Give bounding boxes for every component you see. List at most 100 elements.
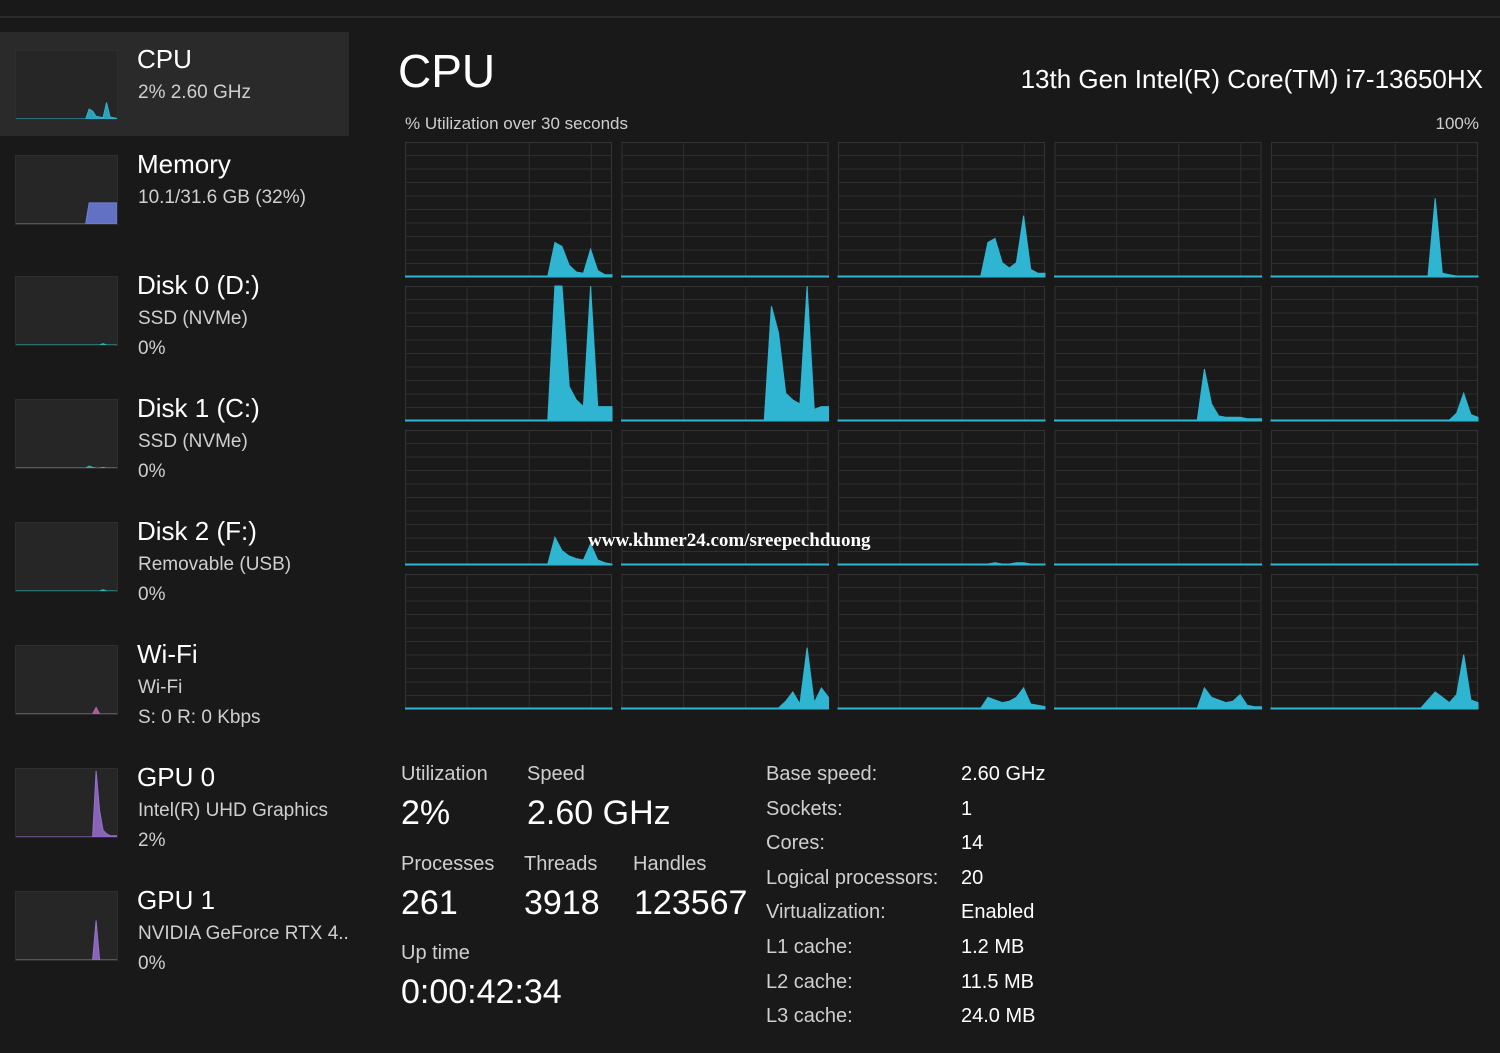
uptime-label: Up time (401, 942, 470, 964)
sidebar-item-detail: 10.1/31.6 GB (32%) (138, 187, 306, 208)
core-graph-12 (837, 430, 1046, 566)
sidebar-item-title: GPU 0 (137, 762, 216, 792)
mini-graph-area (16, 706, 117, 714)
spec-value: 20 (961, 866, 984, 889)
core-utilization-area (837, 562, 1046, 566)
mini-graph (15, 645, 118, 715)
sidebar-item-detail: 0% (138, 953, 166, 974)
core-graph-13 (1054, 430, 1262, 566)
mini-graph-area (16, 202, 117, 224)
core-utilization-area (1054, 275, 1262, 278)
page-title: CPU (398, 45, 496, 97)
core-utilization-area (837, 686, 1046, 710)
core-graph-1 (621, 142, 829, 278)
utilization-value: 2% (401, 794, 451, 832)
core-graph-6 (621, 285, 829, 422)
core-utilization-area (1270, 391, 1479, 422)
mini-graph-area (16, 920, 117, 960)
mini-graph (15, 522, 118, 592)
mini-graph (15, 768, 118, 838)
sidebar-item-disk-0-d[interactable]: Disk 0 (D:) SSD (NVMe) 0% (0, 258, 349, 362)
sidebar-item-detail: S: 0 R: 0 Kbps (138, 707, 261, 728)
mini-graph-area (16, 102, 117, 119)
core-utilization-area (405, 285, 613, 422)
core-utilization-area (621, 647, 829, 710)
sidebar-item-gpu-1[interactable]: GPU 1 NVIDIA GeForce RTX 4.. 0% (0, 873, 349, 977)
core-graph-14 (1270, 430, 1479, 566)
core-utilization-area (621, 285, 829, 422)
per-core-utilization-graphs (405, 142, 1479, 710)
mini-graph-area (16, 589, 117, 591)
mini-graph (15, 155, 118, 225)
core-graph-17 (837, 574, 1046, 710)
sidebar-item-memory[interactable]: Memory 10.1/31.6 GB (32%) (0, 137, 349, 241)
core-graph-2 (837, 142, 1046, 278)
processes-label: Processes (401, 853, 495, 875)
mini-graph (15, 891, 118, 961)
spec-label: Logical processors: (766, 866, 939, 889)
core-graph-4 (1270, 142, 1479, 278)
sidebar-item-detail: Removable (USB) (138, 554, 292, 575)
spec-value: 1.2 MB (961, 936, 1025, 958)
core-utilization-area (837, 215, 1046, 278)
spec-value: 24.0 MB (961, 1005, 1036, 1028)
uptime-value: 0:00:42:34 (401, 973, 562, 1011)
mini-graph (15, 399, 118, 469)
spec-label: L2 cache: (766, 970, 853, 993)
core-utilization-area (1270, 198, 1479, 278)
core-graph-11 (621, 430, 829, 566)
spec-label: L3 cache: (766, 1005, 853, 1028)
sidebar-item-detail: Intel(R) UHD Graphics (138, 800, 329, 821)
mini-graph-area (16, 465, 117, 468)
speed-value: 2.60 GHz (527, 794, 671, 832)
mini-graph-area (16, 343, 117, 345)
core-utilization-area (621, 275, 829, 278)
spec-label: L1 cache: (766, 936, 853, 958)
speed-label: Speed (527, 763, 585, 785)
core-utilization-area (621, 563, 829, 566)
core-utilization-area (405, 707, 613, 710)
sidebar-item-title: Disk 0 (D:) (137, 270, 260, 300)
spec-label: Cores: (766, 832, 825, 855)
core-graph-3 (1054, 142, 1262, 278)
core-utilization-area (1054, 686, 1262, 710)
core-graph-7 (837, 286, 1046, 422)
sidebar-item-title: Disk 1 (C:) (137, 393, 260, 423)
core-graph-10 (405, 430, 613, 566)
spec-value: 14 (961, 832, 984, 855)
core-graph-15 (405, 574, 613, 710)
core-graph-9 (1270, 286, 1479, 422)
sidebar-item-detail: 2% 2.60 GHz (138, 82, 251, 103)
sidebar-item-cpu[interactable]: CPU 2% 2.60 GHz (0, 32, 349, 136)
spec-label: Virtualization: (766, 901, 886, 924)
sidebar-item-detail: Wi-Fi (138, 677, 183, 698)
sidebar-item-wi-fi[interactable]: Wi-Fi Wi-Fi S: 0 R: 0 Kbps (0, 627, 349, 731)
core-utilization-area (1270, 654, 1479, 710)
spec-label: Sockets: (766, 797, 843, 820)
spec-value: 2.60 GHz (961, 763, 1046, 785)
sidebar-item-title: Disk 2 (F:) (137, 516, 257, 546)
core-utilization-area (1054, 563, 1262, 566)
graph-caption: % Utilization over 30 seconds (405, 114, 629, 133)
spec-value: 11.5 MB (961, 970, 1034, 993)
core-graph-19 (1270, 574, 1479, 710)
sidebar-item-title: GPU 1 (137, 885, 216, 915)
spec-value: Enabled (961, 901, 1035, 924)
sidebar-item-detail: 0% (138, 338, 166, 359)
sidebar-item-disk-2-f[interactable]: Disk 2 (F:) Removable (USB) 0% (0, 504, 349, 608)
mini-graph (15, 276, 118, 346)
sidebar-item-gpu-0[interactable]: GPU 0 Intel(R) UHD Graphics 2% (0, 750, 349, 854)
core-graph-5 (405, 285, 613, 422)
core-utilization-area (1270, 563, 1479, 566)
utilization-label: Utilization (401, 763, 488, 785)
core-utilization-area (837, 419, 1046, 422)
core-graph-16 (621, 574, 829, 710)
core-utilization-area (405, 241, 613, 278)
sidebar-item-disk-1-c[interactable]: Disk 1 (C:) SSD (NVMe) 0% (0, 381, 349, 485)
core-utilization-area (405, 535, 613, 566)
spec-label: Base speed: (766, 763, 878, 785)
core-graph-0 (405, 142, 613, 278)
mini-graph-area (16, 770, 117, 837)
sidebar-item-title: CPU (137, 44, 192, 74)
graph-max-label: 100% (1435, 114, 1479, 133)
